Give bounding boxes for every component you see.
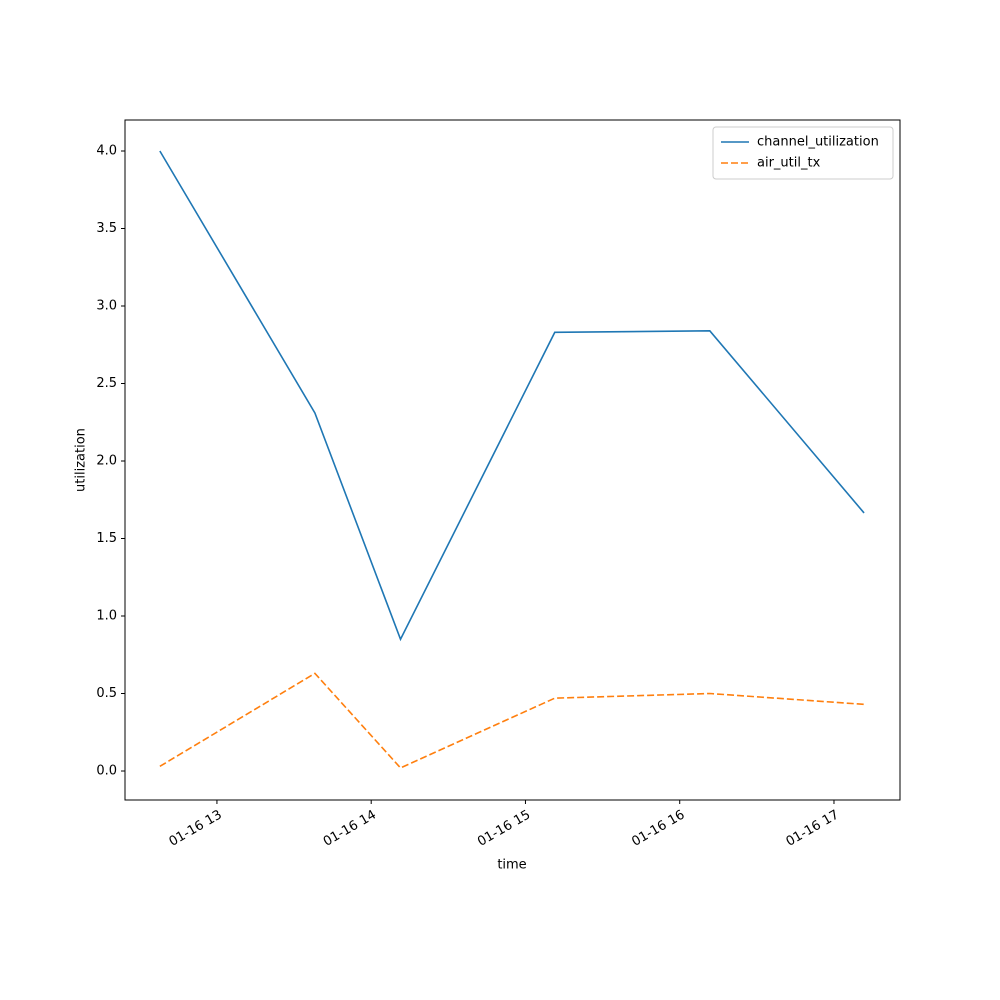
series-line <box>159 150 865 642</box>
series-line <box>159 672 865 769</box>
y-tick-label: 3.0 <box>96 299 117 314</box>
x-tick-label: 01-16 15 <box>475 808 533 850</box>
x-tick-label: 01-16 13 <box>167 808 225 850</box>
y-tick-label: 0.0 <box>96 764 117 779</box>
legend-label: air_util_tx <box>757 156 821 171</box>
y-tick-label: 2.5 <box>96 376 117 391</box>
x-axis-label: time <box>497 858 526 873</box>
plot-frame <box>124 119 901 801</box>
y-tick-label: 1.0 <box>96 609 117 624</box>
x-tick-label: 01-16 14 <box>321 808 379 850</box>
y-tick-label: 1.5 <box>96 531 117 546</box>
y-tick-label: 0.5 <box>96 686 117 701</box>
y-tick-label: 2.0 <box>96 454 117 469</box>
y-tick-label: 3.5 <box>96 221 117 236</box>
legend-label: channel_utilization <box>757 135 879 150</box>
y-axis-label: utilization <box>74 428 89 492</box>
x-tick-label: 01-16 16 <box>629 808 687 850</box>
x-tick-label: 01-16 17 <box>784 808 842 850</box>
legend-box <box>712 126 894 180</box>
y-tick-label: 4.0 <box>96 144 117 159</box>
